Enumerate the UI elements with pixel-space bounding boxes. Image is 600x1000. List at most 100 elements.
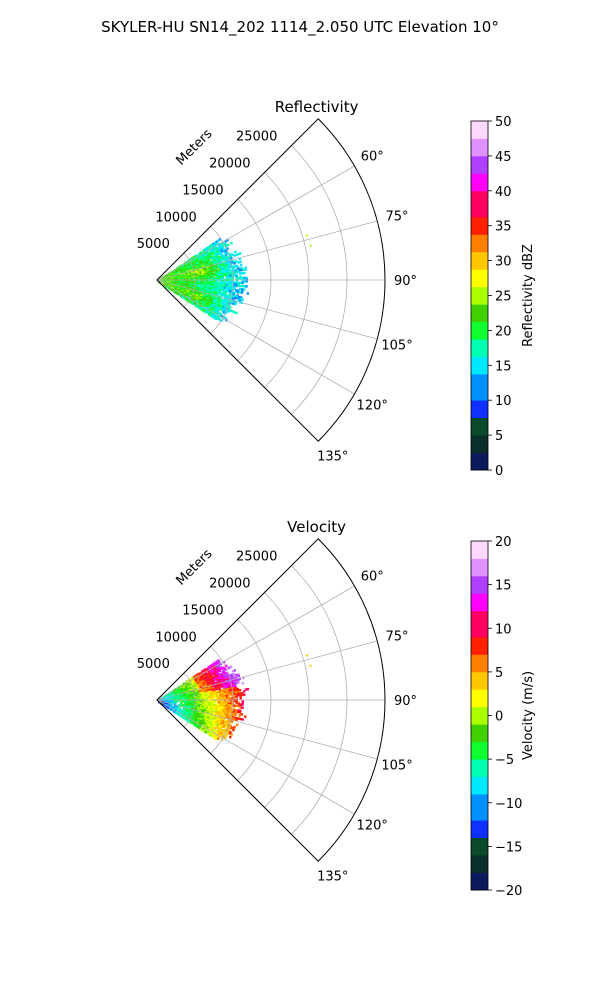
echo-gate xyxy=(219,706,222,709)
echo-gate xyxy=(193,718,197,721)
echo-gate xyxy=(238,295,241,299)
echo-gate xyxy=(229,254,232,257)
echo-gate xyxy=(221,697,225,700)
azimuth-tick-label: 90° xyxy=(394,694,417,709)
echo-gate xyxy=(191,692,194,696)
echo-gate xyxy=(237,299,240,302)
echo-gate xyxy=(221,700,225,703)
echo-gate xyxy=(186,719,189,722)
echo-gate xyxy=(227,270,230,274)
echo-gate xyxy=(215,723,218,726)
echo-gate xyxy=(200,296,204,300)
echo-gate xyxy=(229,680,232,683)
echo-gate xyxy=(166,286,169,289)
echo-gate xyxy=(192,684,196,687)
azimuth-tick-label: 60° xyxy=(361,150,384,165)
echo-gate xyxy=(209,695,213,698)
echo-gate xyxy=(196,712,199,715)
echo-gate xyxy=(227,310,230,313)
echo-gate xyxy=(226,686,229,689)
echo-gate xyxy=(174,291,178,294)
echo-gate xyxy=(199,264,202,267)
echo-gate xyxy=(244,266,247,269)
colorbar-segment xyxy=(471,776,488,786)
echo-gate xyxy=(229,284,232,287)
echo-gate xyxy=(201,705,205,708)
echo-gate xyxy=(209,673,213,677)
echo-gate xyxy=(225,692,228,695)
echo-gate xyxy=(212,293,215,296)
echo-gate xyxy=(239,693,242,697)
echo-gate xyxy=(175,694,178,698)
echo-gate xyxy=(203,693,206,697)
echo-gate xyxy=(191,262,195,265)
echo-gate xyxy=(237,679,240,683)
echo-gate xyxy=(190,709,194,712)
echo-gate xyxy=(234,688,238,691)
echo-gate xyxy=(229,681,232,685)
echo-gate xyxy=(228,684,231,688)
echo-gate xyxy=(229,288,232,291)
echo-gate xyxy=(240,713,243,716)
echo-gate xyxy=(211,685,215,688)
echo-gate xyxy=(225,303,229,306)
echo-gate xyxy=(202,669,205,672)
echo-gate xyxy=(236,687,239,691)
echo-gate xyxy=(219,662,222,666)
echo-gate xyxy=(219,697,223,701)
echo-gate xyxy=(241,272,244,275)
colorbar-segment xyxy=(471,321,488,331)
echo-gate xyxy=(223,305,226,308)
echo-gate xyxy=(225,704,228,707)
echo-gate xyxy=(197,672,200,675)
colorbar-tick-label: 50 xyxy=(495,115,512,130)
echo-gate xyxy=(166,706,169,709)
echo-gate xyxy=(174,701,177,704)
colorbar-segment xyxy=(471,706,488,716)
colorbar-segment xyxy=(471,881,488,891)
echo-gate xyxy=(207,702,211,705)
sector-frame xyxy=(156,118,386,442)
echo-gate xyxy=(220,725,224,729)
echo-gate xyxy=(224,674,228,677)
echo-gate xyxy=(237,692,240,695)
echo-gate xyxy=(228,294,231,297)
echo-gate xyxy=(227,263,231,266)
echo-gate xyxy=(219,728,222,731)
colorbar-tick-label: 15 xyxy=(495,579,512,594)
echo-gate xyxy=(213,283,217,286)
echo-gate xyxy=(241,288,244,291)
echo-gate xyxy=(217,282,221,285)
echo-gate xyxy=(232,689,236,693)
echo-gate xyxy=(163,704,166,707)
echo-gate xyxy=(230,720,234,723)
echo-gate xyxy=(235,274,238,277)
echo-gate xyxy=(234,295,237,298)
echo-gate xyxy=(219,702,223,705)
echo-gate xyxy=(235,717,239,720)
echo-gate xyxy=(234,250,237,254)
echo-gate xyxy=(229,704,232,707)
echo-gate xyxy=(235,695,238,698)
echo-gate xyxy=(208,671,212,675)
echo-gate xyxy=(174,279,177,282)
echo-gate xyxy=(227,272,230,275)
echo-gate xyxy=(227,274,230,278)
echo-gate xyxy=(192,280,195,284)
echo-gate xyxy=(228,266,231,269)
echo-gate xyxy=(227,702,230,706)
echo-gate xyxy=(226,731,230,734)
echo-gate xyxy=(225,249,228,252)
echo-gate xyxy=(226,673,230,676)
range-tick-label: 5000 xyxy=(137,237,170,252)
echo-gate xyxy=(227,704,230,707)
echo-gate xyxy=(172,700,175,704)
echo-gate xyxy=(196,677,199,681)
echo-gate xyxy=(187,679,191,682)
echo-gate xyxy=(204,700,207,703)
echo-gate xyxy=(197,270,200,274)
echo-gate xyxy=(225,664,228,668)
azimuth-tick-label: 105° xyxy=(381,758,412,773)
echo-gate xyxy=(223,286,226,289)
